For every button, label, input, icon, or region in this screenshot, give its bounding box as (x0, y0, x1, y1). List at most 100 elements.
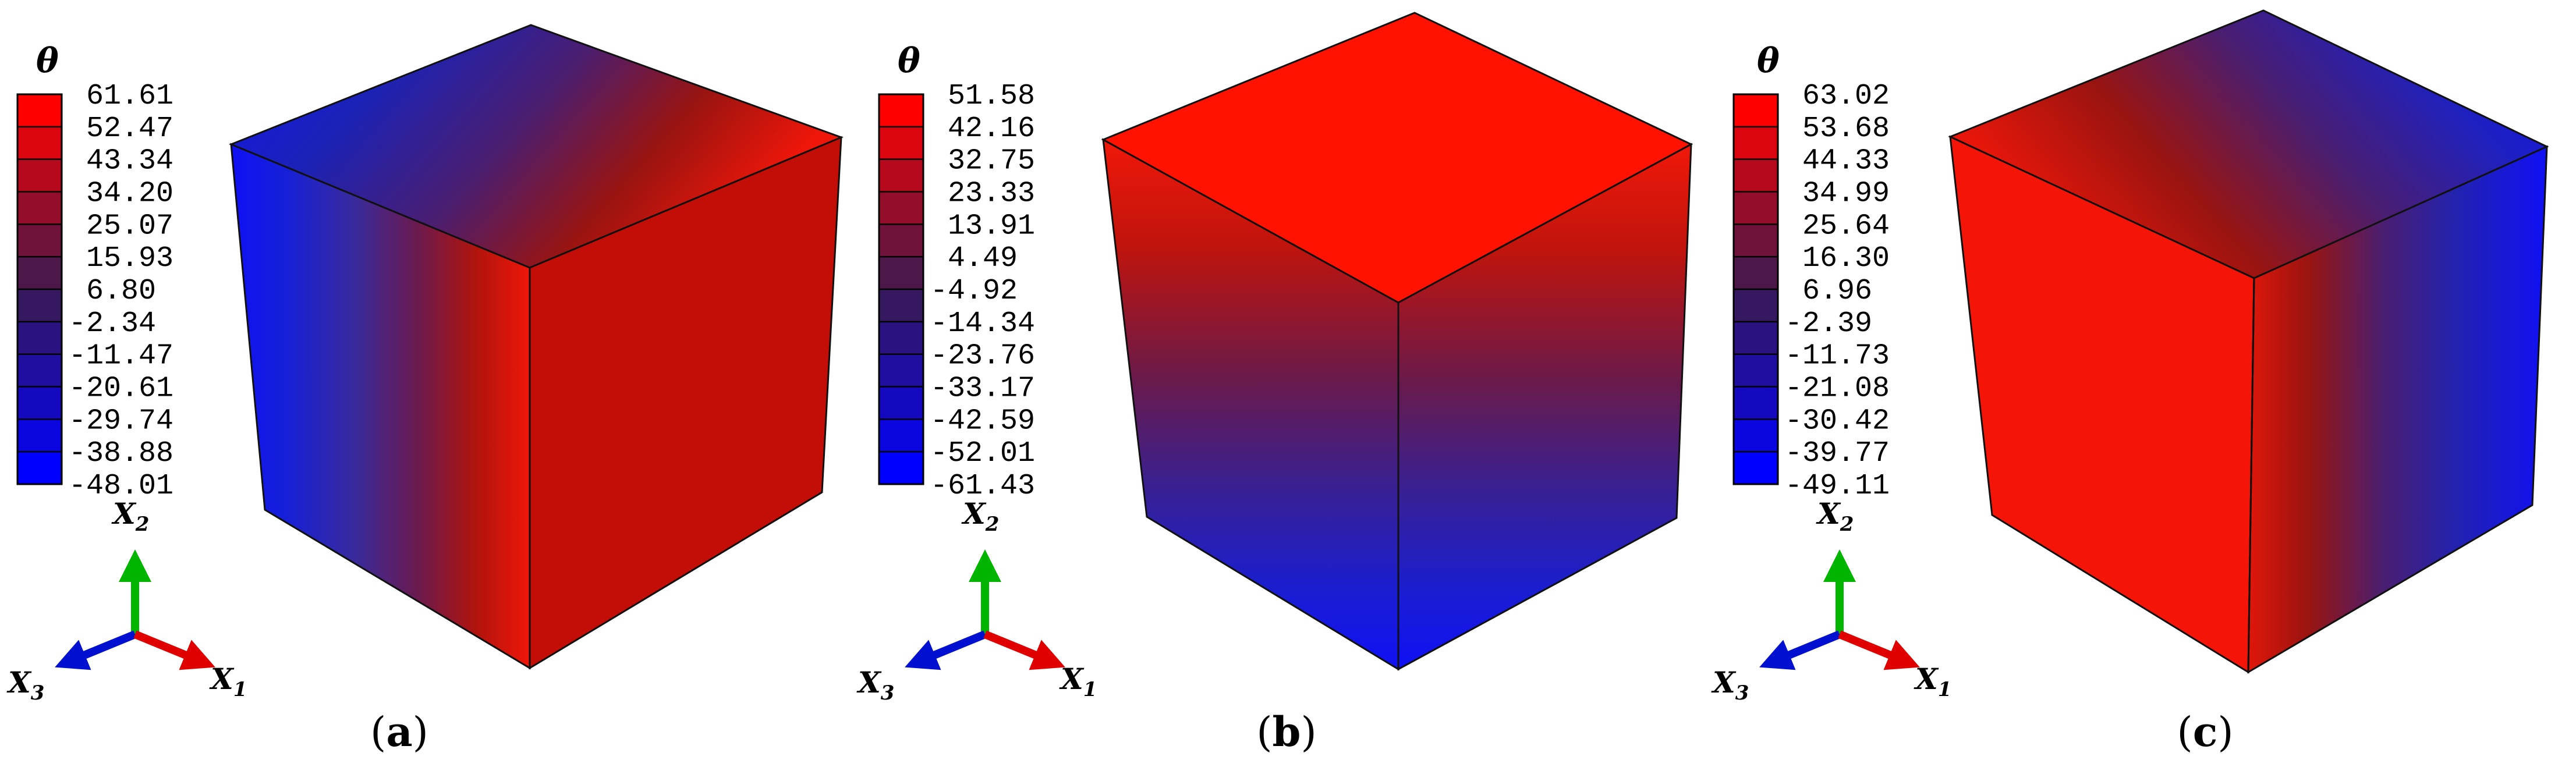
colorbar-tick-label: -30.42 (1785, 404, 1890, 438)
cube-c (1948, 9, 2549, 674)
colorbar-ticks: 51.5842.1632.7523.3313.914.49-4.92-14.34… (930, 80, 1035, 503)
colorbar (1732, 93, 1779, 485)
colorbar-tick-label: 63.02 (1802, 80, 1890, 113)
axis-x2-label: X2 (961, 496, 999, 536)
axis-x3-label: X3 (6, 665, 44, 705)
colorbar-band (1734, 289, 1778, 322)
triad: X2 X3 X1 (6, 496, 247, 705)
axis-x1-label: X1 (1914, 662, 1951, 701)
colorbar-tick-label: 13.91 (948, 209, 1035, 243)
colorbar-tick-label: 23.33 (948, 177, 1035, 211)
colorbar-tick-label: -11.47 (69, 340, 173, 373)
colorbar-band (17, 289, 62, 322)
panel-caption: (b) (1256, 708, 1317, 756)
cube-edge (2247, 278, 2255, 673)
colorbar-tick-label: -38.88 (69, 437, 173, 470)
colorbar-band (879, 452, 923, 485)
colorbar-frame (16, 93, 63, 485)
colorbar-tick-label: -14.34 (930, 307, 1035, 340)
colorbar-tick-label: 43.34 (86, 145, 173, 178)
colorbar-tick-label: -52.01 (930, 437, 1035, 470)
cube-b (1101, 12, 1693, 671)
colorbar-tick-label: 15.93 (86, 242, 173, 275)
colorbar-tick-label: 25.07 (86, 209, 173, 243)
colorbar-band (17, 321, 62, 355)
colorbar-tick-label: 53.68 (1802, 112, 1890, 145)
colorbar-band (17, 419, 62, 452)
colorbar-tick-label: 34.99 (1802, 177, 1890, 211)
colorbar-tick-label: -20.61 (69, 372, 173, 406)
axis-x3-label: X3 (856, 665, 894, 705)
colorbar-tick-label: 16.30 (1802, 242, 1890, 275)
axis-x1-arrow (983, 630, 1065, 670)
axis-x1-arrow (1838, 630, 1920, 670)
colorbar-band (17, 191, 62, 225)
panel-b: θ 51.5842.1632.7523.3313.914.49-4.92-14.… (856, 12, 1693, 756)
colorbar-band (17, 224, 62, 257)
panel-c: θ 63.0253.6844.3334.9925.6416.306.96-2.3… (1711, 9, 2549, 756)
colorbar-band (879, 224, 923, 257)
colorbar-band (17, 386, 62, 420)
cube-a (229, 24, 844, 670)
colorbar-tick-label: 34.20 (86, 177, 173, 211)
triad: X2 X3 X1 (1711, 496, 1951, 705)
colorbar-tick-label: 44.33 (1802, 145, 1890, 178)
colorbar-band (879, 94, 923, 127)
colorbar (16, 93, 63, 485)
colorbar-frame (878, 93, 924, 485)
axis-x3-arrow (1759, 630, 1841, 670)
colorbar-tick-label: -4.92 (930, 275, 1018, 308)
colorbar-band (879, 386, 923, 420)
colorbar-symbol: θ (898, 41, 920, 80)
panel-a: θ 61.6152.4743.3434.2025.0715.936.80-2.3… (6, 24, 844, 756)
colorbar-band (1734, 321, 1778, 355)
axis-x3-label: X3 (1711, 665, 1749, 705)
colorbar-band (879, 257, 923, 290)
colorbar-tick-label: 6.96 (1802, 275, 1872, 308)
colorbar-band (17, 126, 62, 160)
colorbar-band (1734, 452, 1778, 485)
colorbar-band (1734, 419, 1778, 452)
colorbar-band (1734, 94, 1778, 127)
colorbar-tick-label: -2.34 (69, 307, 156, 340)
colorbar-band (1734, 354, 1778, 387)
axis-x1-arrow (133, 630, 215, 670)
colorbar-band (879, 419, 923, 452)
colorbar-tick-label: -21.08 (1785, 372, 1890, 406)
colorbar-tick-label: -39.77 (1785, 437, 1890, 470)
colorbar-band (1734, 159, 1778, 192)
colorbar-tick-label: 42.16 (948, 112, 1035, 145)
colorbar-band (1734, 191, 1778, 225)
colorbar-tick-label: 51.58 (948, 80, 1035, 113)
colorbar-symbol: θ (1757, 41, 1780, 80)
colorbar-tick-label: -29.74 (69, 404, 173, 438)
colorbar-tick-label: 52.47 (86, 112, 173, 145)
colorbar-band (17, 354, 62, 387)
colorbar-band (879, 354, 923, 387)
colorbar-band (1734, 224, 1778, 257)
colorbar-tick-label: 6.80 (86, 275, 156, 308)
colorbar-band (879, 321, 923, 355)
colorbar-tick-label: -33.17 (930, 372, 1035, 406)
axis-x1-label: X1 (209, 662, 247, 701)
colorbar-band (879, 159, 923, 192)
colorbar-tick-label: -61.43 (930, 470, 1035, 503)
colorbar-tick-label: -11.73 (1785, 340, 1890, 373)
panel-caption: (a) (370, 708, 428, 756)
colorbar-tick-label: -23.76 (930, 340, 1035, 373)
colorbar-band (17, 159, 62, 192)
colorbar-tick-label: 61.61 (86, 80, 173, 113)
panel-caption: (c) (2177, 708, 2233, 756)
colorbar-tick-label: -49.11 (1785, 470, 1890, 503)
colorbar-tick-label: 32.75 (948, 145, 1035, 178)
colorbar-band (879, 126, 923, 160)
colorbar-band (1734, 386, 1778, 420)
axis-x3-arrow (905, 630, 987, 670)
colorbar-band (17, 452, 62, 485)
colorbar-tick-label: 25.64 (1802, 209, 1890, 243)
triad: X2 X3 X1 (856, 496, 1097, 705)
colorbar-band (17, 257, 62, 290)
colorbar-tick-label: -48.01 (69, 470, 173, 503)
colorbar-tick-label: -42.59 (930, 404, 1035, 438)
